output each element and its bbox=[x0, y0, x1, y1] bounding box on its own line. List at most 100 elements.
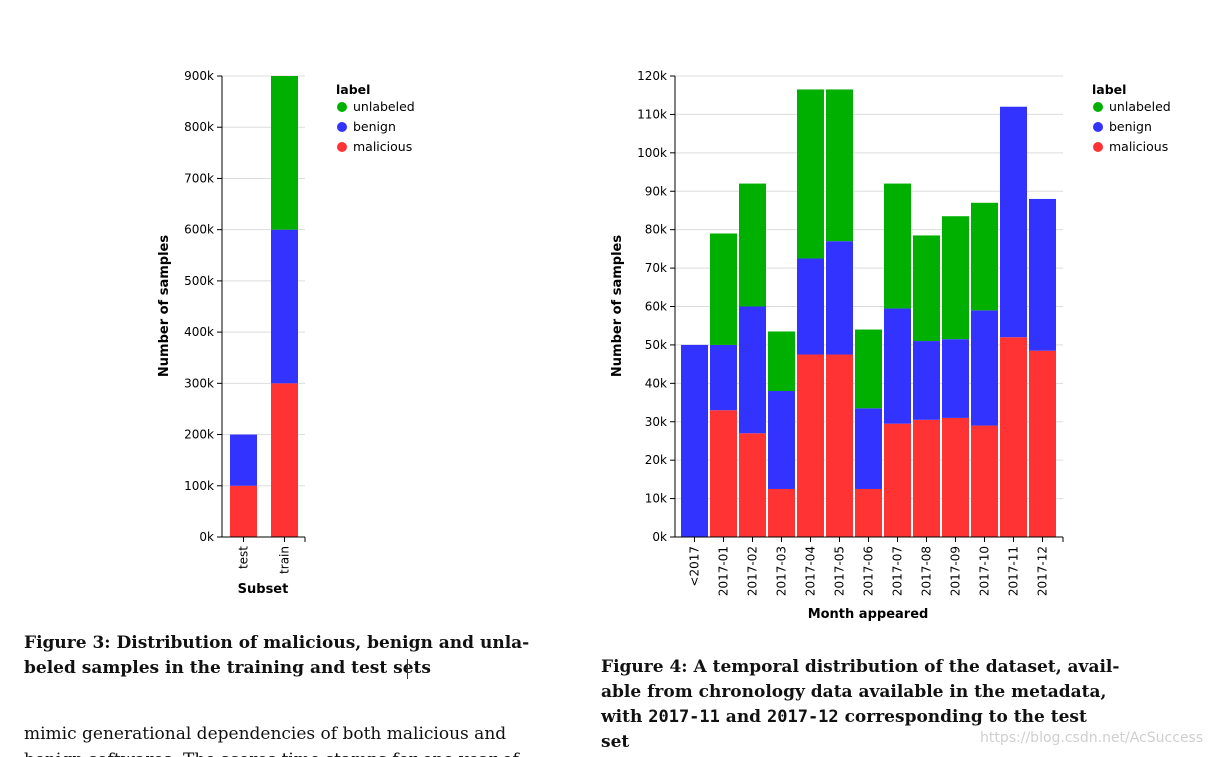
fig4-y-tick-label: 50k bbox=[645, 338, 667, 352]
fig4-x-tick-label: 2017-11 bbox=[1007, 546, 1021, 596]
fig3-y-tick-label: 500k bbox=[184, 274, 214, 288]
fig3-legend-label-unlabeled: unlabeled bbox=[353, 99, 415, 114]
fig4-bar-benign bbox=[942, 339, 969, 418]
body-line-2: benign softwares. The scores time stamps… bbox=[24, 747, 564, 757]
fig4-bar-benign bbox=[768, 391, 795, 489]
fig4-legend-swatch-malicious bbox=[1093, 142, 1103, 152]
fig3-y-tick-label: 300k bbox=[184, 376, 214, 390]
fig4-bar-malicious bbox=[971, 425, 998, 537]
fig4-bar-unlabeled bbox=[739, 183, 766, 307]
fig3-legend-swatch-benign bbox=[337, 122, 347, 132]
fig4-legend-swatch-unlabeled bbox=[1093, 102, 1103, 112]
fig4-x-tick-label: <2017 bbox=[688, 546, 702, 587]
fig4-bar-benign bbox=[913, 341, 940, 420]
fig4-bar-malicious bbox=[913, 419, 940, 537]
figure-3-caption: Figure 3: Distribution of malicious, ben… bbox=[24, 631, 584, 681]
fig4-y-tick-label: 110k bbox=[637, 107, 667, 121]
fig4-y-tick-label: 20k bbox=[645, 453, 667, 467]
fig4-bar-benign bbox=[1000, 106, 1027, 338]
text-cursor bbox=[407, 659, 408, 679]
fig3-y-tick-label: 800k bbox=[184, 120, 214, 134]
fig4-bar-malicious bbox=[855, 488, 882, 537]
fig4-bar-unlabeled bbox=[913, 235, 940, 342]
fig3-y-tick-label: 400k bbox=[184, 325, 214, 339]
fig4-x-tick-label: 2017-04 bbox=[804, 546, 818, 596]
fig4-x-tick-label: 2017-08 bbox=[920, 546, 934, 596]
fig3-legend-swatch-unlabeled bbox=[337, 102, 347, 112]
fig4-y-tick-label: 100k bbox=[637, 146, 667, 160]
fig3-x-axis-label: Subset bbox=[238, 582, 289, 597]
watermark: https://blog.csdn.net/AcSuccess bbox=[980, 730, 1204, 746]
fig4-legend-label-benign: benign bbox=[1109, 119, 1152, 134]
fig4-bar-benign bbox=[884, 308, 911, 424]
fig4-y-axis-label: Number of samples bbox=[610, 235, 625, 377]
fig3-y-tick-label: 100k bbox=[184, 479, 214, 493]
fig4-legend-title: label bbox=[1092, 82, 1126, 97]
fig4-bar-unlabeled bbox=[826, 89, 853, 242]
fig3-bar-benign bbox=[230, 434, 257, 486]
fig3-y-axis-label: Number of samples bbox=[157, 235, 172, 377]
fig3-x-tick-label: train bbox=[278, 546, 292, 574]
fig3-bar-unlabeled bbox=[271, 76, 298, 230]
fig3-legend-label-malicious: malicious bbox=[353, 139, 412, 154]
fig4-bar-benign bbox=[710, 344, 737, 411]
fig4-bar-benign bbox=[1029, 198, 1056, 351]
body-paragraph: mimic generational dependencies of both … bbox=[24, 721, 564, 757]
fig3-legend-title: label bbox=[336, 82, 370, 97]
fig4-x-tick-label: 2017-05 bbox=[833, 546, 847, 596]
fig4-bar-malicious bbox=[710, 410, 737, 537]
fig3-legend-label-benign: benign bbox=[353, 119, 396, 134]
fig4-x-tick-label: 2017-03 bbox=[775, 546, 789, 596]
fig4-x-tick-label: 2017-01 bbox=[717, 546, 731, 596]
fig4-y-tick-label: 80k bbox=[645, 223, 667, 237]
fig3-bar-malicious bbox=[230, 485, 257, 537]
fig4-legend-label-malicious: malicious bbox=[1109, 139, 1168, 154]
fig4-bar-benign bbox=[797, 258, 824, 355]
fig3-x-tick-label: test bbox=[237, 546, 251, 569]
fig3-legend-swatch-malicious bbox=[337, 142, 347, 152]
fig4-bar-benign bbox=[739, 306, 766, 434]
fig4-bar-unlabeled bbox=[797, 89, 824, 259]
fig4-x-tick-label: 2017-07 bbox=[891, 546, 905, 596]
fig4-x-tick-label: 2017-02 bbox=[746, 546, 760, 596]
figure-4-caption-line-3: with 2017-11 and 2017-12 corresponding t… bbox=[601, 707, 1087, 727]
figure-4-caption-line-2: able from chronology data available in t… bbox=[601, 682, 1107, 702]
fig3-y-tick-label: 600k bbox=[184, 223, 214, 237]
fig3-bar-benign bbox=[271, 229, 298, 384]
fig4-bar-malicious bbox=[1029, 350, 1056, 537]
fig4-y-tick-label: 0k bbox=[652, 530, 667, 544]
fig4-x-tick-label: 2017-12 bbox=[1036, 546, 1050, 596]
fig4-bar-malicious bbox=[739, 433, 766, 537]
fig4-bar-benign bbox=[855, 408, 882, 489]
fig4-y-tick-label: 40k bbox=[645, 376, 667, 390]
fig4-bar-malicious bbox=[942, 417, 969, 537]
fig4-bar-benign bbox=[971, 310, 998, 426]
fig4-bar-malicious bbox=[768, 488, 795, 537]
figure-4-caption-line-4: set bbox=[601, 732, 630, 752]
fig4-x-axis-label: Month appeared bbox=[808, 607, 929, 622]
fig4-bar-unlabeled bbox=[971, 202, 998, 311]
fig4-y-tick-label: 10k bbox=[645, 492, 667, 506]
fig4-y-tick-label: 90k bbox=[645, 184, 667, 198]
body-line-1: mimic generational dependencies of both … bbox=[24, 724, 507, 744]
figure-4-caption: Figure 4: A temporal distribution of the… bbox=[601, 655, 1141, 755]
fig4-bar-unlabeled bbox=[884, 183, 911, 309]
fig4-bar-unlabeled bbox=[942, 216, 969, 340]
fig4-bar-unlabeled bbox=[855, 329, 882, 409]
fig4-bar-unlabeled bbox=[768, 331, 795, 392]
fig4-bar-malicious bbox=[884, 423, 911, 537]
figure-3-caption-line-2: beled samples in the training and test s… bbox=[24, 658, 431, 678]
figure-3-caption-line-1: Figure 3: Distribution of malicious, ben… bbox=[24, 633, 530, 653]
fig3-y-tick-label: 200k bbox=[184, 428, 214, 442]
fig4-bar-unlabeled bbox=[710, 233, 737, 345]
fig4-legend-label-unlabeled: unlabeled bbox=[1109, 99, 1171, 114]
fig4-x-tick-label: 2017-10 bbox=[978, 546, 992, 596]
fig4-y-tick-label: 120k bbox=[637, 69, 667, 83]
fig4-bar-malicious bbox=[797, 354, 824, 537]
fig4-y-tick-label: 30k bbox=[645, 415, 667, 429]
fig3-y-tick-label: 900k bbox=[184, 69, 214, 83]
fig4-y-tick-label: 70k bbox=[645, 261, 667, 275]
figure-4-caption-line-1: Figure 4: A temporal distribution of the… bbox=[601, 657, 1120, 677]
fig4-y-tick-label: 60k bbox=[645, 300, 667, 314]
